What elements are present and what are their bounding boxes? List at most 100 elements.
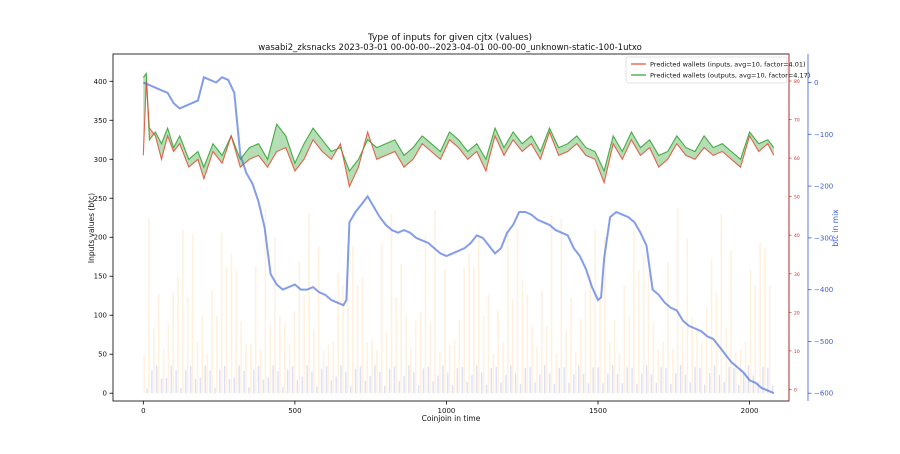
bar-mark: [555, 353, 558, 394]
bar-mark: [723, 381, 725, 394]
background-bars: [143, 207, 774, 394]
bar-mark: [228, 379, 231, 394]
bar-mark: [199, 377, 202, 394]
chart-title: Type of inputs for given cjtx (values): [367, 33, 532, 43]
bar-mark: [201, 315, 204, 394]
bar-mark: [689, 382, 691, 394]
bar-mark: [550, 215, 553, 394]
bar-mark: [376, 350, 378, 394]
series-line-outputs: [142, 71, 775, 173]
difference-fill: [449, 131, 459, 148]
bar-mark: [417, 385, 420, 394]
bar-mark: [162, 349, 165, 394]
difference-fill: [197, 151, 204, 179]
bar-mark: [681, 326, 684, 394]
x-tick-label: 500: [288, 407, 301, 415]
bar-mark: [410, 348, 412, 394]
bar-mark: [335, 376, 337, 394]
bar-mark: [311, 371, 313, 394]
bar-mark: [473, 266, 475, 394]
difference-fill: [188, 151, 198, 168]
bar-mark: [645, 365, 648, 394]
bar-mark: [316, 386, 318, 394]
bar-mark: [248, 387, 250, 394]
bar-mark: [308, 213, 310, 394]
bar-mark: [414, 319, 417, 394]
bar-mark: [189, 365, 192, 394]
difference-fill: [613, 135, 623, 160]
bar-mark: [250, 343, 252, 394]
y3-tick-label: 30: [794, 272, 800, 278]
difference-fill: [258, 143, 268, 168]
difference-fill: [179, 135, 189, 168]
difference-fill: [431, 143, 441, 160]
difference-fill: [203, 143, 214, 179]
bar-mark: [665, 367, 667, 394]
bar-mark: [345, 371, 347, 394]
bar-mark: [657, 349, 660, 394]
bar-mark: [477, 235, 480, 394]
bar-mark: [395, 297, 398, 394]
bar-mark: [313, 329, 315, 394]
bar-mark: [463, 267, 466, 394]
bar-mark: [175, 370, 177, 394]
bar-mark: [180, 388, 182, 394]
bar-mark: [356, 284, 359, 394]
bar-mark: [560, 219, 563, 394]
bar-mark: [361, 277, 364, 394]
bar-mark: [602, 383, 604, 394]
bar-mark: [696, 327, 698, 394]
y-tick-label: 400: [94, 78, 107, 86]
difference-fill: [440, 131, 450, 160]
bar-mark: [272, 365, 274, 394]
bar-mark: [211, 290, 213, 394]
difference-fill: [385, 139, 395, 156]
bar-mark: [671, 348, 674, 394]
bar-mark: [170, 365, 172, 394]
y2-axis-label: btc in mix: [831, 209, 840, 247]
bar-mark: [534, 382, 536, 394]
bar-mark: [495, 366, 497, 394]
bar-mark: [676, 207, 679, 394]
bar-mark: [393, 366, 396, 394]
bar-mark: [398, 381, 400, 394]
bar-mark: [611, 365, 614, 394]
bar-mark: [733, 368, 735, 394]
bar-mark: [427, 366, 430, 394]
y3-tick-label: 70: [794, 118, 800, 124]
bar-mark: [507, 230, 509, 394]
difference-fill: [149, 128, 156, 140]
bar-mark: [558, 367, 560, 394]
series-lines: [142, 71, 775, 395]
difference-fill: [576, 135, 586, 156]
bar-mark: [536, 346, 538, 394]
difference-fill: [249, 143, 259, 160]
bar-mark: [633, 230, 635, 394]
bar-mark: [167, 322, 170, 394]
bar-mark: [642, 254, 645, 394]
bar-mark: [684, 374, 687, 394]
bar-mark: [286, 369, 289, 394]
bar-mark: [257, 366, 260, 394]
bar-mark: [539, 374, 541, 394]
bar-mark: [153, 327, 155, 394]
bar-mark: [182, 229, 184, 394]
bar-mark: [283, 323, 286, 394]
bar-mark: [351, 246, 354, 394]
bar-mark: [156, 365, 158, 394]
bar-mark: [206, 354, 208, 394]
bar-mark: [233, 377, 236, 394]
x-axis-label: Coinjoin in time: [422, 414, 481, 423]
bar-mark: [701, 342, 703, 394]
difference-fill: [522, 135, 532, 152]
bar-mark: [768, 285, 771, 394]
bar-mark: [408, 365, 410, 394]
bar-mark: [521, 279, 524, 394]
bar-mark: [623, 285, 626, 394]
difference-fill: [458, 139, 468, 160]
bar-mark: [291, 366, 294, 394]
bar-mark: [369, 376, 371, 394]
bar-mark: [214, 387, 216, 394]
difference-fill: [422, 135, 432, 152]
